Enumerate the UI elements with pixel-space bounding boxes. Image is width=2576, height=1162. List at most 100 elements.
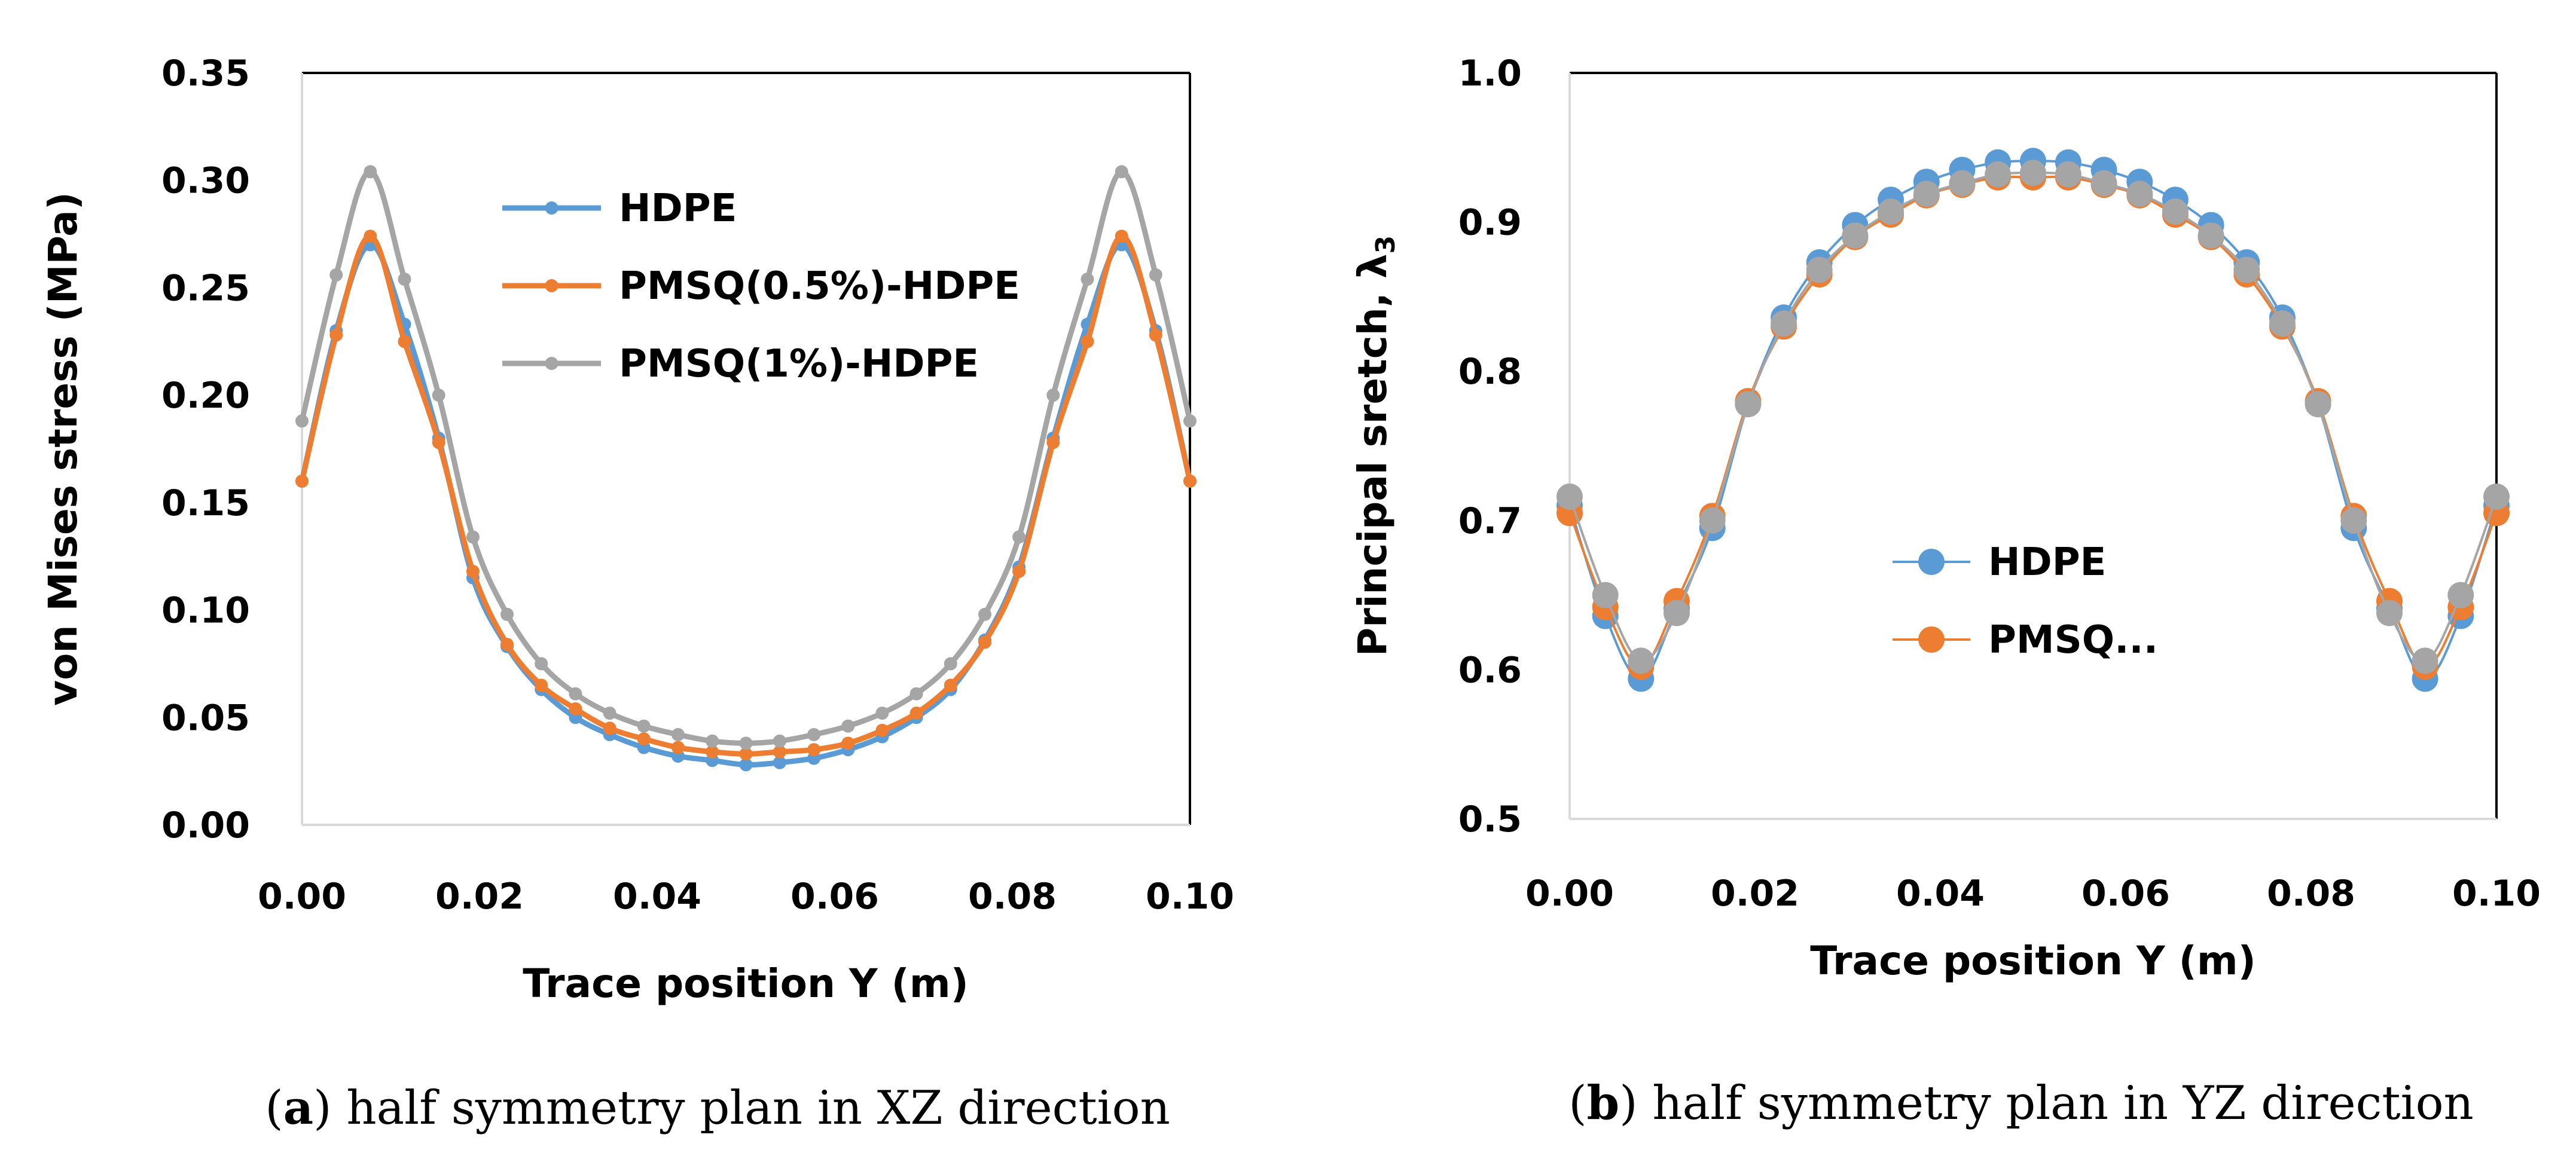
chart-b-y-tick-label: 0.6 <box>1458 649 1522 691</box>
chart-a-data-point <box>329 328 343 342</box>
chart-b-y-axis-title-main: Principal sretch, λ <box>1350 253 1396 656</box>
chart-a-data-point <box>706 734 719 748</box>
chart-b-x-tick-label: 0.08 <box>2267 873 2355 915</box>
chart-a-data-point <box>432 389 445 402</box>
chart-b-series <box>1556 148 2510 692</box>
chart-a-data-point <box>944 657 957 671</box>
chart-a-data-point <box>466 564 480 578</box>
chart-b-data-point <box>1735 391 1762 418</box>
chart-b-series-line <box>1568 160 2498 680</box>
chart-a-series-1 <box>295 230 1197 761</box>
chart-a-legend: HDPE PMSQ(0.5%)-HDPE PMSQ(1%)-HDPE <box>502 186 1020 386</box>
chart-b-data-point <box>2376 600 2403 626</box>
chart-a-data-point <box>637 732 651 746</box>
chart-a-series-line <box>299 242 1193 767</box>
chart-a-data-point <box>773 756 786 769</box>
chart-a-data-point <box>1081 273 1094 286</box>
chart-b-legend-entry: HDPE <box>1893 540 2106 585</box>
chart-a-data-point <box>603 721 616 735</box>
chart-b-x-tick-label: 0.06 <box>2081 873 2170 915</box>
chart-a-data-point <box>909 707 923 720</box>
chart-b-data-point <box>2090 170 2117 197</box>
chart-a-y-ticks: 0.00 0.05 0.10 0.15 0.20 0.25 0.30 0.35 <box>161 53 250 846</box>
chart-a-series-2 <box>295 165 1197 750</box>
chart-b-data-point <box>2483 483 2510 510</box>
chart-a-data-point <box>807 743 821 757</box>
chart-a-series-0 <box>295 238 1197 772</box>
chart-a-data-point <box>1115 230 1128 243</box>
chart-a-series-line <box>299 233 1193 757</box>
chart-b-data-point <box>2269 310 2296 337</box>
chart-a-data-point <box>466 530 480 544</box>
chart-b-legend-swatch-marker <box>1918 549 1945 575</box>
chart-a-data-point <box>1012 530 1026 544</box>
chart-a-data-point <box>841 719 855 733</box>
chart-b-y-axis-title: Principal sretch, λ3 <box>1350 236 1401 656</box>
chart-a-series-line <box>299 169 1193 746</box>
chart-b-x-tick-label: 0.00 <box>1525 873 1614 915</box>
chart-b-legend-label: HDPE <box>1988 540 2106 585</box>
chart-a-legend-entry: PMSQ(1%)-HDPE <box>502 342 979 386</box>
chart-a-y-tick-label: 0.05 <box>161 697 250 739</box>
chart-a-data-point <box>978 635 991 649</box>
chart-a-data-point <box>398 335 411 348</box>
chart-b-legend-entry: PMSQ... <box>1893 618 2158 662</box>
chart-a-y-tick-label: 0.10 <box>161 590 250 632</box>
chart-a-legend-swatch-marker <box>545 357 558 370</box>
chart-a-data-point <box>569 687 582 701</box>
chart-b-data-point <box>1771 310 1797 337</box>
chart-a-caption-letter: a <box>283 1081 314 1135</box>
chart-a-data-point <box>535 657 548 671</box>
chart-a-x-tick-label: 0.06 <box>790 876 879 918</box>
chart-b-y-tick-label: 0.9 <box>1458 202 1522 244</box>
chart-a-caption: (a) half symmetry plan in XZ direction <box>265 1081 1170 1135</box>
chart-a-y-tick-label: 0.25 <box>161 267 250 309</box>
chart-a-data-point <box>1149 268 1162 282</box>
chart-b-data-point <box>1664 600 1690 626</box>
chart-b-y-ticks: 0.5 0.6 0.7 0.8 0.9 1.0 <box>1458 53 1522 840</box>
chart-a-legend-entry: PMSQ(0.5%)-HDPE <box>502 264 1020 308</box>
chart-b-series-line <box>1568 172 2498 662</box>
chart-b-y-tick-label: 1.0 <box>1458 53 1522 94</box>
chart-a-data-point <box>671 741 685 754</box>
chart-b-caption-letter: b <box>1587 1076 1620 1130</box>
chart-b-data-point <box>1592 582 1619 608</box>
chart-a-caption-text: ) half symmetry plan in XZ direction <box>313 1081 1170 1135</box>
chart-a-data-point <box>398 273 411 286</box>
chart-a-data-point <box>807 728 821 741</box>
chart-b-y-axis-title-subscript: 3 <box>1371 236 1401 254</box>
chart-b-x-tick-label: 0.10 <box>2452 873 2541 915</box>
chart-b: 0.50.60.70.80.91.0 0.00 0.02 0.04 0.06 0.08 0… <box>1350 53 2541 1130</box>
chart-b-data-point <box>2162 198 2189 225</box>
chart-a-legend-label: PMSQ(1%)-HDPE <box>619 342 979 386</box>
chart-a-data-point <box>671 728 685 741</box>
chart-a-data-point <box>1183 414 1197 428</box>
chart-a-x-tick-label: 0.08 <box>968 876 1057 918</box>
chart-b-data-point <box>1949 170 1976 197</box>
chart-a-legend-entry: HDPE <box>502 186 737 231</box>
chart-b-caption: (b) half symmetry plan in YZ direction <box>1568 1076 2474 1130</box>
chart-a-data-point <box>535 678 548 692</box>
chart-a-data-point <box>739 758 753 772</box>
chart-a-y-tick-label: 0.35 <box>161 53 250 94</box>
chart-a-data-point <box>773 745 786 759</box>
chart-a-x-tick-label: 0.04 <box>613 876 701 918</box>
chart-b-series-line <box>1568 175 2498 668</box>
chart-b-data-point <box>1913 181 1940 207</box>
chart-a-data-point <box>637 719 651 733</box>
chart-a-data-point <box>295 474 309 488</box>
chart-b-y-tick-label: 0.8 <box>1458 351 1522 393</box>
chart-b-data-point <box>2197 222 2224 249</box>
chart-a-data-point <box>944 678 957 692</box>
chart-b-x-tick-label: 0.04 <box>1896 873 1985 915</box>
chart-b-data-point <box>2412 647 2438 674</box>
chart-b-x-axis-title: Trace position Y (m) <box>1810 938 2256 984</box>
chart-a-legend-label: HDPE <box>619 186 737 231</box>
chart-a-data-point <box>739 747 753 761</box>
chart-b-series-1 <box>1556 164 2510 680</box>
chart-a: 0.000.050.100.150.200.250.300.35 0.00 0.0… <box>40 53 1234 1135</box>
chart-b-data-point <box>1985 161 2012 188</box>
chart-b-y-tick-label: 0.5 <box>1458 799 1522 840</box>
chart-a-data-point <box>739 736 753 750</box>
chart-a-data-point <box>432 436 445 449</box>
